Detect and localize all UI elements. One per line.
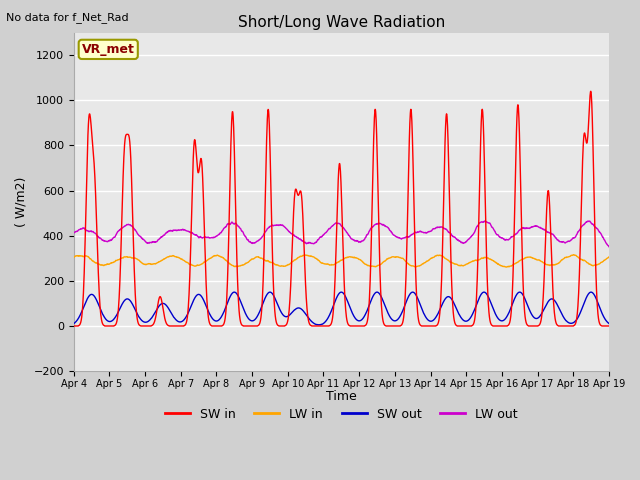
LW in	[70, 254, 77, 260]
X-axis label: Time: Time	[326, 390, 356, 403]
SW out	[219, 311, 227, 317]
Y-axis label: ( W/m2): ( W/m2)	[15, 177, 28, 227]
LW in	[497, 263, 504, 268]
LW in	[570, 252, 577, 258]
LW in	[369, 263, 376, 269]
LW in	[356, 257, 364, 263]
LW out	[481, 218, 488, 224]
Text: VR_met: VR_met	[82, 43, 134, 56]
SW in	[557, 323, 565, 329]
SW in	[605, 323, 612, 329]
SW out	[605, 321, 612, 326]
Line: LW in: LW in	[74, 255, 609, 267]
LW in	[219, 255, 227, 261]
Text: No data for f_Net_Rad: No data for f_Net_Rad	[6, 12, 129, 23]
SW in	[573, 317, 580, 323]
SW in	[587, 88, 595, 94]
LW in	[502, 264, 510, 270]
SW out	[369, 295, 376, 300]
LW out	[369, 224, 376, 230]
Title: Short/Long Wave Radiation: Short/Long Wave Radiation	[237, 15, 445, 30]
Line: SW out: SW out	[74, 292, 609, 325]
LW out	[70, 230, 77, 236]
Line: SW in: SW in	[74, 91, 609, 326]
SW out	[70, 321, 77, 326]
LW out	[573, 232, 580, 238]
LW out	[356, 240, 364, 245]
Line: LW out: LW out	[74, 221, 609, 247]
LW out	[497, 235, 505, 240]
SW out	[315, 322, 323, 328]
SW out	[558, 311, 566, 317]
LW in	[558, 257, 566, 263]
SW in	[369, 200, 376, 205]
LW out	[558, 239, 566, 244]
Legend: SW in, LW in, SW out, LW out: SW in, LW in, SW out, LW out	[160, 403, 523, 426]
LW out	[219, 227, 227, 233]
SW in	[497, 323, 504, 329]
LW in	[573, 253, 580, 259]
SW out	[497, 318, 505, 324]
SW out	[587, 289, 595, 295]
LW in	[605, 254, 612, 260]
SW out	[357, 318, 365, 324]
SW in	[70, 323, 77, 329]
SW in	[219, 322, 227, 328]
SW out	[573, 317, 580, 323]
SW in	[356, 323, 364, 329]
LW out	[605, 244, 612, 250]
